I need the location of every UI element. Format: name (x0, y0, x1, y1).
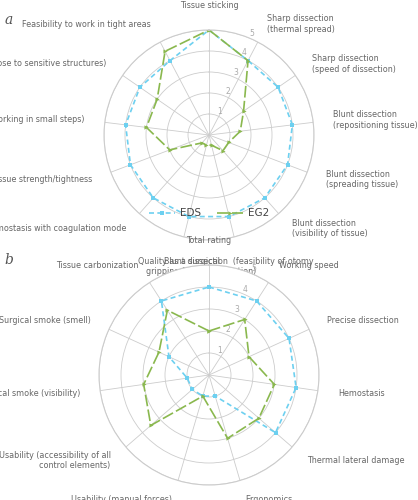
Text: b: b (4, 252, 13, 266)
Text: a: a (4, 12, 13, 26)
Legend: EDS, EG2: EDS, EG2 (145, 204, 273, 223)
